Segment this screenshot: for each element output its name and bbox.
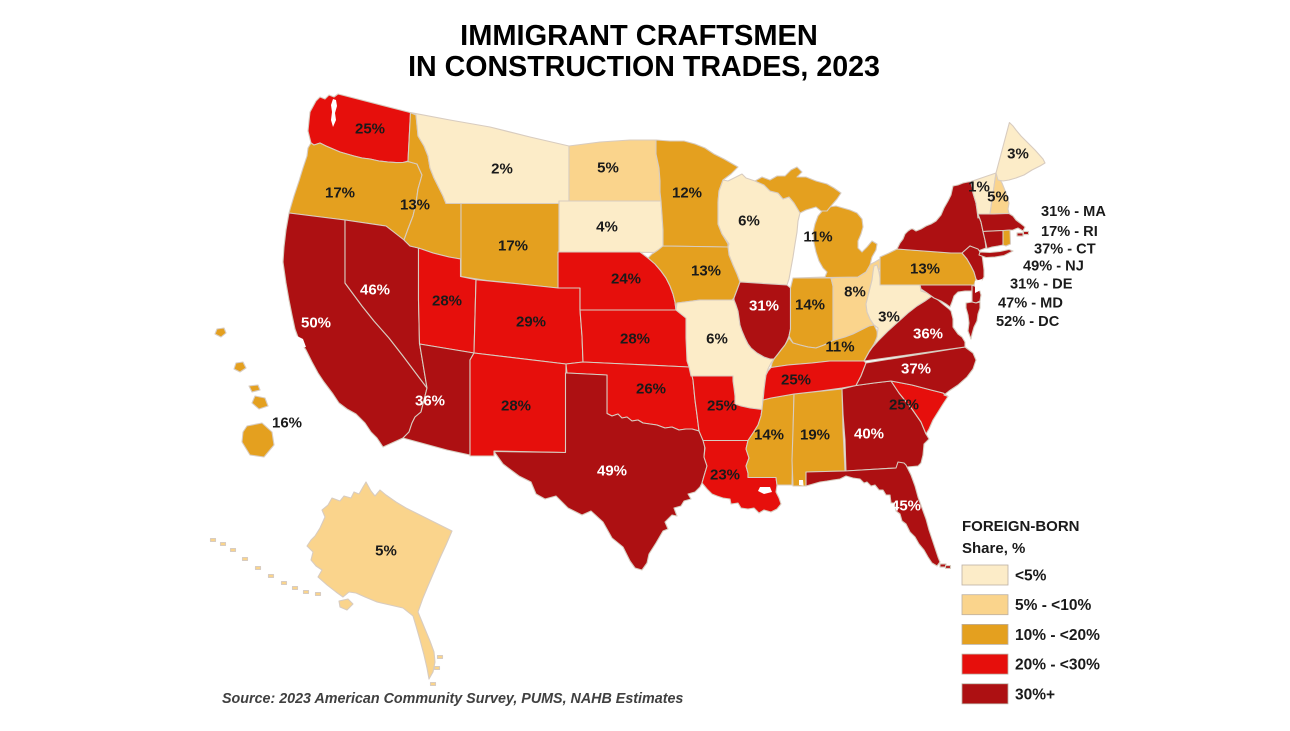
svg-text:40%: 40% [854, 426, 884, 443]
svg-text:13%: 13% [400, 197, 430, 214]
svg-text:14%: 14% [795, 297, 825, 314]
svg-text:13%: 13% [910, 261, 940, 278]
svg-text:17%: 17% [325, 185, 355, 202]
svg-text:6%: 6% [706, 331, 728, 348]
svg-text:4%: 4% [596, 219, 618, 236]
svg-text:IMMIGRANT CRAFTSMEN: IMMIGRANT CRAFTSMEN [460, 20, 818, 52]
svg-text:17% - RI: 17% - RI [1041, 224, 1098, 240]
svg-text:3%: 3% [878, 309, 900, 326]
svg-text:12%: 12% [672, 185, 702, 202]
svg-text:29%: 29% [516, 314, 546, 331]
svg-text:11%: 11% [825, 339, 854, 356]
svg-text:IN CONSTRUCTION TRADES, 2023: IN CONSTRUCTION TRADES, 2023 [408, 51, 880, 83]
svg-text:25%: 25% [781, 372, 811, 389]
svg-text:31% - DE: 31% - DE [1010, 277, 1073, 293]
svg-text:6%: 6% [738, 213, 760, 230]
svg-text:30%+: 30%+ [1015, 686, 1055, 703]
svg-text:Source: 2023 American Communit: Source: 2023 American Community Survey, … [222, 691, 683, 707]
svg-text:37%: 37% [901, 361, 931, 378]
svg-text:<5%: <5% [1015, 568, 1047, 585]
svg-text:5%: 5% [375, 543, 397, 560]
svg-text:45%: 45% [891, 498, 921, 515]
svg-text:36%: 36% [415, 393, 445, 410]
svg-text:52% - DC: 52% - DC [996, 314, 1060, 330]
svg-text:28%: 28% [620, 331, 650, 348]
svg-text:49% - NJ: 49% - NJ [1023, 259, 1084, 275]
svg-text:17%: 17% [498, 238, 528, 255]
svg-text:1%: 1% [968, 179, 990, 196]
svg-text:50%: 50% [301, 315, 331, 332]
svg-text:11%: 11% [803, 229, 832, 246]
svg-text:3%: 3% [1007, 146, 1029, 163]
svg-text:24%: 24% [611, 271, 641, 288]
svg-text:25%: 25% [889, 397, 919, 414]
svg-text:19%: 19% [800, 427, 830, 444]
svg-text:8%: 8% [844, 284, 866, 301]
svg-text:46%: 46% [360, 282, 390, 299]
svg-text:26%: 26% [636, 381, 666, 398]
svg-text:20% - <30%: 20% - <30% [1015, 657, 1100, 674]
svg-text:13%: 13% [691, 263, 721, 280]
svg-text:36%: 36% [913, 326, 943, 343]
svg-text:5%: 5% [987, 189, 1009, 206]
svg-text:5%: 5% [597, 160, 619, 177]
svg-text:Share, %: Share, % [962, 540, 1025, 557]
svg-text:23%: 23% [710, 467, 740, 484]
svg-text:28%: 28% [501, 398, 531, 415]
svg-text:14%: 14% [754, 427, 784, 444]
svg-text:47% - MD: 47% - MD [998, 296, 1063, 312]
svg-text:16%: 16% [272, 415, 302, 432]
svg-text:31% - MA: 31% - MA [1041, 204, 1106, 220]
svg-text:10% - <20%: 10% - <20% [1015, 627, 1100, 644]
svg-text:25%: 25% [707, 398, 737, 415]
svg-text:28%: 28% [432, 293, 462, 310]
svg-text:25%: 25% [355, 121, 385, 138]
svg-text:FOREIGN-BORN: FOREIGN-BORN [962, 518, 1080, 535]
svg-text:2%: 2% [491, 161, 513, 178]
svg-text:37% - CT: 37% - CT [1034, 242, 1096, 258]
svg-text:31%: 31% [749, 298, 779, 315]
svg-text:5% - <10%: 5% - <10% [1015, 597, 1091, 614]
svg-text:49%: 49% [597, 463, 627, 480]
